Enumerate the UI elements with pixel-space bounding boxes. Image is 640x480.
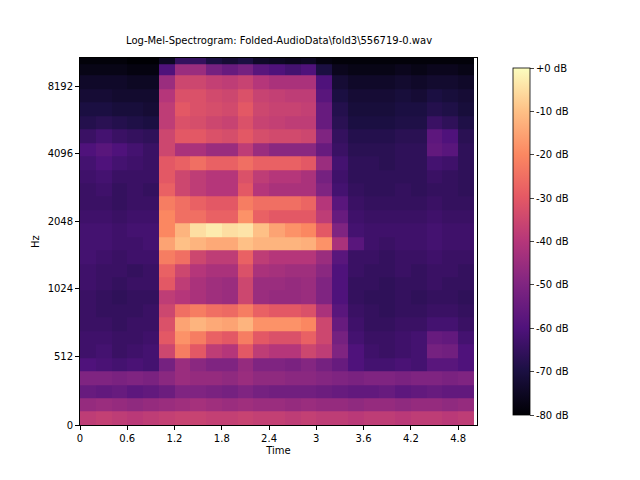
- svg-text:-30 dB: -30 dB: [536, 193, 569, 204]
- svg-text:4.2: 4.2: [403, 433, 419, 444]
- svg-text:0: 0: [77, 433, 83, 444]
- svg-text:3.6: 3.6: [356, 433, 372, 444]
- svg-text:1.2: 1.2: [167, 433, 183, 444]
- svg-text:1024: 1024: [48, 283, 73, 294]
- svg-text:3: 3: [313, 433, 319, 444]
- svg-text:0: 0: [67, 420, 73, 431]
- svg-text:512: 512: [54, 351, 73, 362]
- svg-text:Time: Time: [265, 445, 290, 456]
- svg-text:2048: 2048: [48, 216, 73, 227]
- svg-text:8192: 8192: [48, 81, 73, 92]
- svg-text:4096: 4096: [48, 148, 73, 159]
- svg-text:Hz: Hz: [30, 235, 41, 248]
- svg-text:-50 dB: -50 dB: [536, 279, 569, 290]
- svg-text:-20 dB: -20 dB: [536, 149, 569, 160]
- svg-text:+0 dB: +0 dB: [536, 63, 567, 74]
- svg-text:-80 dB: -80 dB: [536, 410, 569, 421]
- svg-text:-40 dB: -40 dB: [536, 236, 569, 247]
- svg-text:-70 dB: -70 dB: [536, 366, 569, 377]
- svg-text:Log-Mel-Spectrogram: Folded-Au: Log-Mel-Spectrogram: Folded-AudioData\fo…: [126, 35, 432, 46]
- svg-text:-10 dB: -10 dB: [536, 106, 569, 117]
- svg-text:-60 dB: -60 dB: [536, 323, 569, 334]
- svg-text:4.8: 4.8: [450, 433, 466, 444]
- svg-text:1.8: 1.8: [214, 433, 230, 444]
- svg-text:0.6: 0.6: [119, 433, 135, 444]
- svg-text:2.4: 2.4: [261, 433, 277, 444]
